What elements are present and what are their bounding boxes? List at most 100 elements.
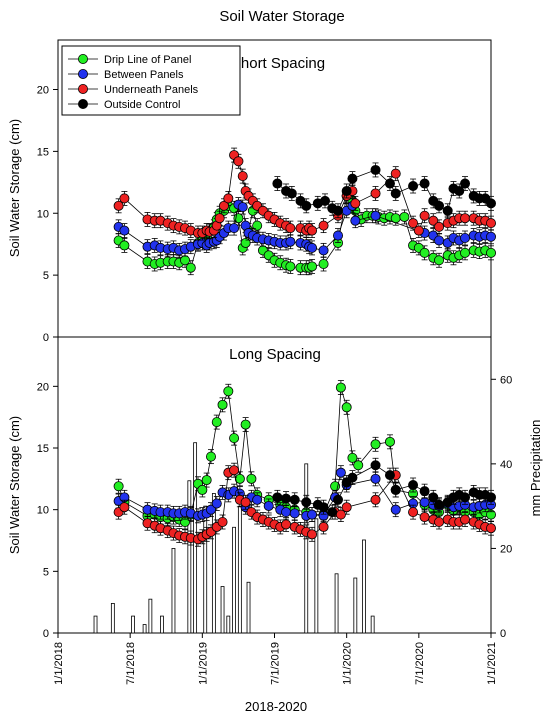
y2-axis-bottom: 0 20 40 60 [491, 374, 512, 640]
precipitation-bar [334, 573, 339, 634]
data-point [240, 419, 251, 430]
y-axis-bottom: 0 5 10 15 20 [37, 381, 58, 640]
data-point [289, 508, 300, 519]
legend-marker [78, 99, 89, 110]
y-axis-label-bottom: Soil Water Storage (cm) [7, 416, 22, 554]
data-point [434, 499, 445, 510]
data-point [434, 221, 445, 232]
data-point [370, 188, 381, 199]
data-point [223, 386, 234, 397]
data-point [263, 500, 274, 511]
data-point [286, 188, 297, 199]
data-point [272, 492, 283, 503]
precipitation-bar [171, 548, 176, 634]
data-point [233, 156, 244, 167]
precipitation-bar [211, 493, 216, 634]
y2-tick-label: 40 [500, 459, 512, 471]
data-point [460, 178, 471, 189]
data-point [229, 223, 240, 234]
y2-tick-label: 0 [500, 628, 506, 640]
data-point [333, 494, 344, 505]
y-tick-label: 15 [37, 443, 49, 455]
data-point [419, 497, 430, 508]
data-point [350, 198, 361, 209]
data-point [285, 223, 296, 234]
precipitation-bar [304, 463, 309, 634]
data-point [419, 512, 430, 523]
precipitation-bar [237, 505, 242, 634]
data-point [408, 507, 419, 518]
data-point [185, 262, 196, 273]
y-tick-label: 0 [43, 628, 49, 640]
precipitation-bar [246, 581, 251, 634]
data-point [307, 242, 318, 253]
panel-short-spacing: Short Spacing 0 5 10 15 20 Soil Water Storag… [7, 39, 496, 344]
data-point [318, 220, 329, 231]
panel-long-spacing: Long Spacing 0 5 10 15 20 0 20 40 60 Soil Water… [7, 336, 543, 640]
data-point [223, 193, 234, 204]
y2-axis-label: mm Precipitation [528, 420, 543, 517]
precipitation-bar [148, 598, 153, 634]
data-point [307, 529, 318, 540]
data-point [347, 173, 358, 184]
data-point [119, 193, 130, 204]
data-point [350, 215, 361, 226]
precipitation-bar [353, 577, 358, 634]
data-point [460, 213, 471, 224]
legend-marker [78, 84, 89, 95]
data-point [428, 492, 439, 503]
data-point [217, 517, 228, 528]
data-point [237, 171, 248, 182]
data-point [333, 230, 344, 241]
data-point [119, 502, 130, 513]
x-tick-label: 1/1/2019 [197, 642, 209, 685]
data-point [370, 460, 381, 471]
data-point [442, 205, 453, 216]
data-point [214, 213, 225, 224]
data-point [419, 247, 430, 258]
y-tick-label: 5 [43, 270, 49, 282]
data-point [318, 502, 329, 513]
precipitation-bar [160, 615, 164, 634]
data-point [218, 200, 229, 211]
precipitation-bar [314, 518, 319, 634]
data-point [353, 460, 364, 471]
data-point [229, 433, 240, 444]
data-point [333, 205, 344, 216]
legend-label: Underneath Panels [104, 84, 199, 96]
y-tick-label: 20 [37, 85, 49, 97]
data-point [370, 164, 381, 175]
x-axis: 1/1/2018 7/1/2018 1/1/2019 7/1/2019 1/1/2020… [53, 633, 498, 685]
x-tick-label: 7/1/2020 [414, 642, 426, 685]
data-point [246, 473, 257, 484]
data-point [485, 231, 496, 242]
data-point [347, 452, 358, 463]
data-point [217, 399, 228, 410]
precipitation-bar [131, 615, 135, 634]
data-point [390, 504, 401, 515]
data-point [384, 178, 395, 189]
y-tick-label: 10 [37, 208, 49, 220]
data-point [113, 200, 124, 211]
data-point [301, 497, 312, 508]
data-point [285, 236, 296, 247]
data-point [485, 218, 496, 229]
data-point [485, 492, 496, 503]
data-point [408, 479, 419, 490]
data-point [281, 493, 292, 504]
y-tick-label: 15 [37, 146, 49, 158]
data-point [113, 481, 124, 492]
data-point [341, 185, 352, 196]
precipitation-bar [110, 603, 115, 634]
data-point [197, 484, 208, 495]
data-point [240, 497, 251, 508]
data-point [240, 237, 251, 248]
data-point [272, 178, 283, 189]
data-point [390, 188, 401, 199]
x-tick-label: 1/1/2020 [342, 642, 354, 685]
data-point [419, 210, 430, 221]
x-tick-label: 7/1/2018 [125, 642, 137, 685]
data-point [434, 517, 445, 528]
data-point [307, 225, 318, 236]
y-tick-label: 0 [43, 332, 49, 344]
